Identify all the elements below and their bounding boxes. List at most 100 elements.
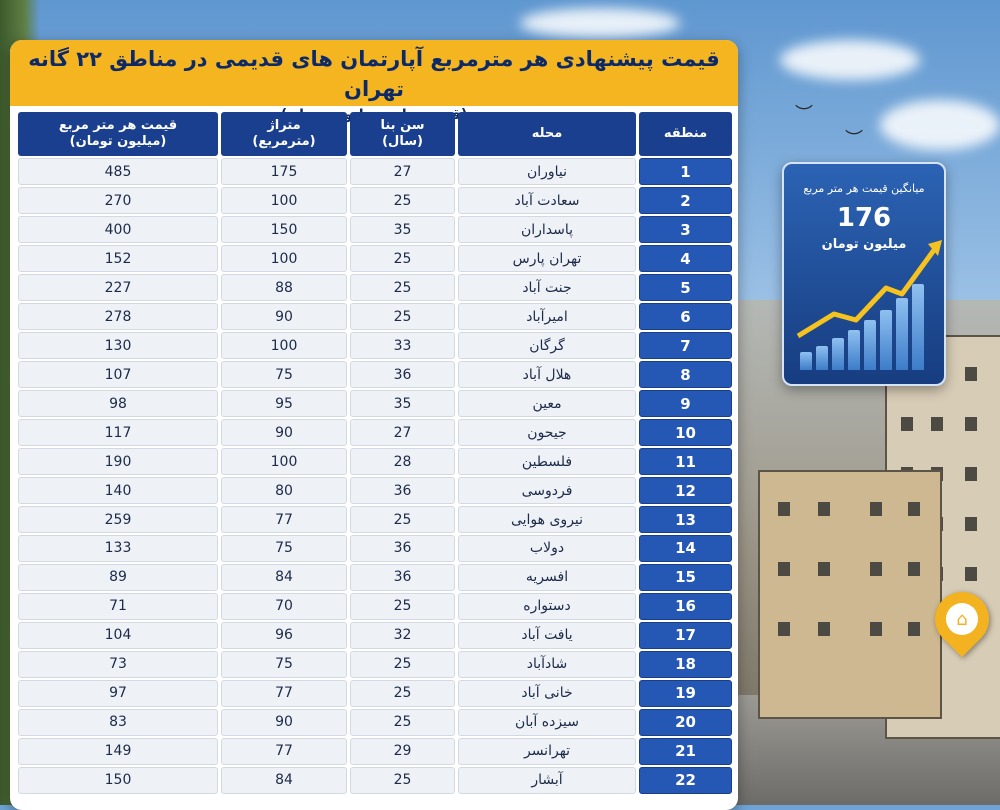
price-table: قیمت هر متر مربع (میلیون تومان) متراژ (م… [18, 112, 734, 794]
table-row: 107 75 36 هلال آباد 8 [18, 361, 734, 388]
area-cell: 75 [221, 361, 347, 388]
age-cell: 35 [350, 216, 455, 243]
bar-graphic [800, 280, 930, 370]
header-age-unit: (سال) [382, 134, 423, 149]
table-row: 152 100 25 تهران پارس 4 [18, 245, 734, 272]
zone-cell: 3 [639, 216, 732, 243]
table-row: 117 90 27 جیحون 10 [18, 419, 734, 446]
zone-cell: 11 [639, 448, 732, 475]
price-cell: 278 [18, 303, 218, 330]
zone-cell: 9 [639, 390, 732, 417]
zone-cell: 14 [639, 535, 732, 562]
age-cell: 25 [350, 709, 455, 736]
header-neighborhood: محله [458, 112, 636, 156]
area-cell: 90 [221, 709, 347, 736]
neighborhood-cell: جنت آباد [458, 274, 636, 301]
table-row: 259 77 25 نیروی هوایی 13 [18, 506, 734, 533]
area-cell: 100 [221, 332, 347, 359]
bird-icon: ︶ [795, 104, 813, 125]
header-price: قیمت هر متر مربع (میلیون تومان) [18, 112, 218, 156]
age-cell: 25 [350, 593, 455, 620]
zone-cell: 19 [639, 680, 732, 707]
area-cell: 100 [221, 245, 347, 272]
area-cell: 70 [221, 593, 347, 620]
age-cell: 25 [350, 274, 455, 301]
zone-cell: 10 [639, 419, 732, 446]
neighborhood-cell: گرگان [458, 332, 636, 359]
price-cell: 97 [18, 680, 218, 707]
table-row: 73 75 25 شادآباد 18 [18, 651, 734, 678]
table-row: 130 100 33 گرگان 7 [18, 332, 734, 359]
area-cell: 77 [221, 680, 347, 707]
house-icon: ⌂ [946, 603, 978, 635]
price-cell: 98 [18, 390, 218, 417]
cloud [880, 100, 1000, 150]
price-cell: 117 [18, 419, 218, 446]
table-row: 133 75 36 دولاب 14 [18, 535, 734, 562]
table-header: قیمت هر متر مربع (میلیون تومان) متراژ (م… [18, 112, 734, 156]
average-price-box: میانگین قیمت هر متر مربع 176 میلیون توما… [782, 162, 946, 386]
average-value: 176 [836, 203, 892, 233]
header-area-title: متراژ [267, 118, 301, 133]
neighborhood-cell: سیزده آبان [458, 709, 636, 736]
age-cell: 36 [350, 535, 455, 562]
age-cell: 36 [350, 564, 455, 591]
table-row: 278 90 25 امیرآباد 6 [18, 303, 734, 330]
neighborhood-cell: نیاوران [458, 158, 636, 185]
title-band: قیمت پیشنهادی هر مترمربع آپارتمان های قد… [10, 40, 738, 123]
price-cell: 270 [18, 187, 218, 214]
header-age: سن بنا (سال) [350, 112, 455, 156]
age-cell: 25 [350, 506, 455, 533]
area-cell: 80 [221, 477, 347, 504]
table-row: 104 96 32 یافت آباد 17 [18, 622, 734, 649]
age-cell: 25 [350, 303, 455, 330]
age-cell: 25 [350, 245, 455, 272]
age-cell: 36 [350, 477, 455, 504]
neighborhood-cell: تهران پارس [458, 245, 636, 272]
price-cell: 83 [18, 709, 218, 736]
header-area: متراژ (مترمربع) [221, 112, 347, 156]
neighborhood-cell: آبشار [458, 767, 636, 794]
age-cell: 25 [350, 767, 455, 794]
zone-cell: 12 [639, 477, 732, 504]
average-label: میانگین قیمت هر متر مربع [803, 182, 925, 195]
neighborhood-cell: شادآباد [458, 651, 636, 678]
age-cell: 25 [350, 651, 455, 678]
table-row: 98 95 35 معین 9 [18, 390, 734, 417]
price-cell: 400 [18, 216, 218, 243]
table-row: 190 100 28 فلسطین 11 [18, 448, 734, 475]
area-cell: 88 [221, 274, 347, 301]
area-cell: 100 [221, 187, 347, 214]
price-cell: 104 [18, 622, 218, 649]
neighborhood-cell: فلسطین [458, 448, 636, 475]
area-cell: 84 [221, 564, 347, 591]
area-cell: 90 [221, 303, 347, 330]
cloud [520, 8, 680, 38]
average-unit: میلیون تومان [821, 237, 907, 252]
table-row: 227 88 25 جنت آباد 5 [18, 274, 734, 301]
old-building [758, 470, 942, 719]
area-cell: 100 [221, 448, 347, 475]
table-row: 400 150 35 پاسداران 3 [18, 216, 734, 243]
area-cell: 84 [221, 767, 347, 794]
neighborhood-cell: افسریه [458, 564, 636, 591]
price-cell: 73 [18, 651, 218, 678]
age-cell: 36 [350, 361, 455, 388]
price-cell: 133 [18, 535, 218, 562]
price-table-card: قیمت پیشنهادی هر مترمربع آپارتمان های قد… [10, 40, 738, 810]
table-row: 89 84 36 افسریه 15 [18, 564, 734, 591]
age-cell: 25 [350, 187, 455, 214]
age-cell: 29 [350, 738, 455, 765]
zone-cell: 5 [639, 274, 732, 301]
area-cell: 77 [221, 738, 347, 765]
price-cell: 71 [18, 593, 218, 620]
zone-cell: 6 [639, 303, 732, 330]
zone-cell: 2 [639, 187, 732, 214]
cloud [780, 40, 920, 80]
area-cell: 175 [221, 158, 347, 185]
neighborhood-cell: دستواره [458, 593, 636, 620]
neighborhood-cell: معین [458, 390, 636, 417]
zone-cell: 13 [639, 506, 732, 533]
header-area-unit: (مترمربع) [252, 134, 316, 149]
table-row: 97 77 25 خانی آباد 19 [18, 680, 734, 707]
